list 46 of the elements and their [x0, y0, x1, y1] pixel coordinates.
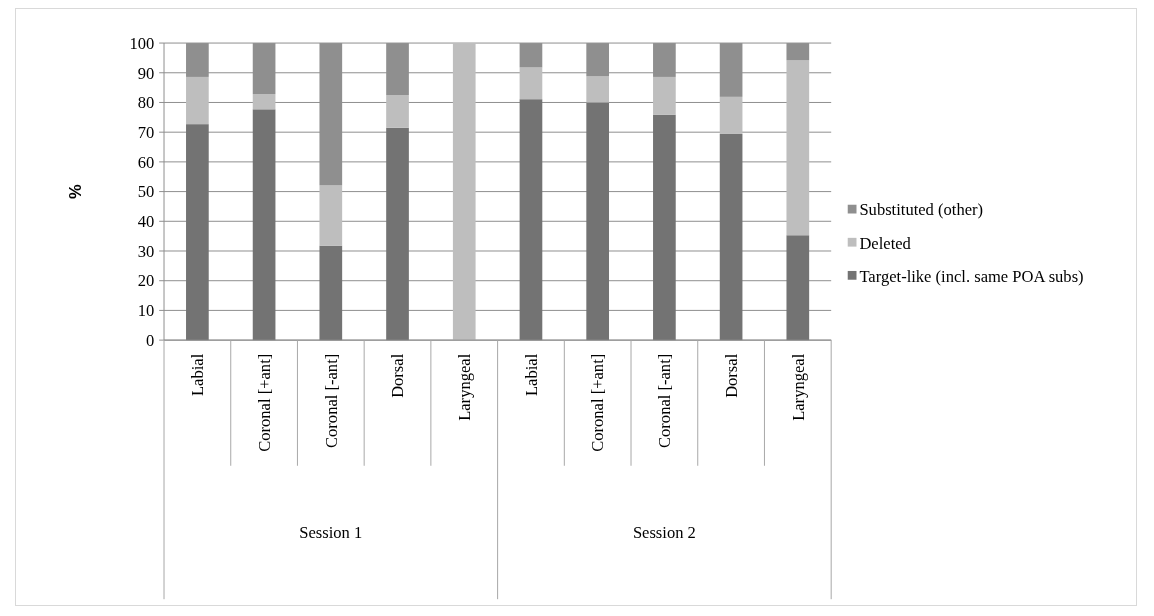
y-tick-label: 60: [137, 152, 155, 172]
y-tick-label: 20: [137, 271, 155, 291]
x-tick-label: Laryngeal: [455, 353, 475, 421]
x-tick-label: Labial: [188, 353, 208, 397]
y-axis-title: %: [66, 183, 86, 199]
y-tick-label: 70: [137, 122, 155, 142]
text: Session 1: [299, 522, 363, 542]
bar: [319, 245, 343, 341]
bar: [252, 94, 276, 110]
y-tick-label: 0: [146, 330, 155, 350]
x-tick-label: Dorsal: [388, 353, 408, 398]
bar: [386, 95, 409, 128]
x-tick-label: Coronal [-ant]: [321, 353, 341, 448]
text: Session 2: [632, 522, 696, 542]
bar: [386, 127, 409, 341]
y-tick-label: 40: [137, 212, 155, 232]
legend-label: Target-like (incl. same POA subs): [859, 266, 1084, 286]
y-tick-label: 90: [137, 63, 155, 83]
bar: [719, 133, 743, 341]
y-tick-label: 50: [137, 182, 155, 202]
legend-label: Substituted (other): [859, 200, 984, 220]
bar: [786, 60, 810, 236]
bar: [586, 76, 610, 103]
bar: [452, 43, 476, 341]
bar: [186, 124, 209, 341]
bar: [186, 76, 209, 125]
y-tick-label: 10: [137, 301, 155, 321]
bar: [319, 185, 343, 246]
bar: [519, 99, 543, 341]
bar: [653, 76, 676, 115]
x-tick-label: Labial: [521, 353, 541, 397]
bar: [719, 96, 743, 134]
bar: [586, 102, 610, 341]
bar: [786, 235, 810, 341]
x-tick-label: Coronal [-ant]: [655, 353, 675, 448]
legend-label: Deleted: [859, 233, 912, 253]
x-tick-label: Coronal [+ant]: [254, 353, 274, 452]
bar: [252, 109, 276, 341]
y-tick-label: 100: [129, 33, 155, 53]
y-tick-label: 80: [137, 93, 155, 113]
x-tick-label: Coronal [+ant]: [588, 353, 608, 452]
y-tick-label: 30: [137, 241, 155, 261]
x-tick-label: Dorsal: [721, 353, 741, 398]
bar: [519, 67, 543, 100]
bar: [653, 114, 676, 341]
x-tick-label: Laryngeal: [788, 353, 808, 421]
